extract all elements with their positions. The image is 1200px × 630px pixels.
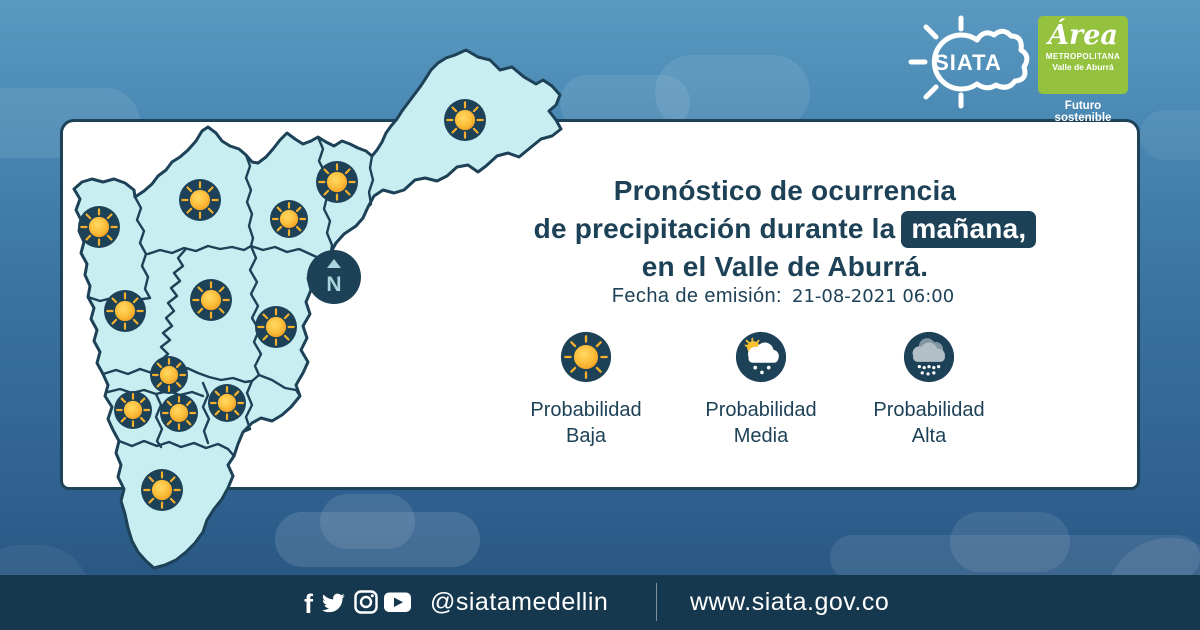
area-logo-box: Área METROPOLITANA Valle de Aburrá (1038, 16, 1128, 94)
title-line-3: en el Valle de Aburrá. (641, 251, 929, 282)
siata-logo-text: SIATA (934, 50, 1002, 75)
cloud-shape (1140, 110, 1200, 160)
cloud-shape (320, 494, 415, 549)
social-icons: f (304, 589, 411, 618)
social-handle[interactable]: @siatamedellin (430, 588, 609, 616)
twitter-icon[interactable] (322, 593, 345, 613)
area-logo-line3: Valle de Aburrá (1052, 62, 1114, 72)
legend-label: Alta (911, 425, 947, 447)
legend-label: Probabilidad (705, 399, 817, 421)
legend-label: Probabilidad (530, 399, 642, 421)
legend-item-media: Probabilidad Media (666, 330, 856, 449)
area-logo-tagline: Futuro sostenible (1054, 100, 1112, 124)
legend-item-alta: Probabilidad Alta (834, 330, 1024, 449)
instagram-icon[interactable] (354, 590, 378, 614)
emission-value: 21-08-2021 06:00 (792, 286, 955, 307)
siata-logo: SIATA (880, 10, 1040, 120)
page-title: Pronóstico de ocurrencia de precipitació… (435, 172, 1135, 286)
facebook-icon[interactable]: f (304, 589, 314, 618)
cloud-shape (655, 55, 810, 130)
youtube-icon[interactable] (384, 592, 411, 613)
cloud-shape (950, 512, 1070, 572)
title-line-1: Pronóstico de ocurrencia (613, 175, 957, 206)
area-logo-line2: METROPOLITANA (1045, 52, 1121, 61)
title-line-2-prefix: de precipitación durante la (533, 213, 896, 244)
sun-icon (560, 331, 612, 383)
cloud-shape (830, 535, 1200, 580)
website-link[interactable]: www.siata.gov.co (690, 588, 890, 616)
emission-date-row: Fecha de emisión: 21-08-2021 06:00 (433, 285, 1133, 308)
siata-cloud-icon (974, 28, 1030, 91)
area-logo-script: Área (1048, 20, 1118, 51)
footer-divider (656, 583, 657, 621)
legend-label: Baja (565, 425, 607, 447)
title-highlight-manana: mañana, (901, 211, 1037, 248)
legend-item-baja: Probabilidad Baja (491, 330, 681, 449)
rain-cloud-icon (903, 331, 955, 383)
legend-label: Probabilidad (873, 399, 985, 421)
footer-bar: f @siatamedellin www.siata.gov.co (0, 575, 1200, 630)
siata-sun-rays-icon (908, 15, 964, 109)
title-line-2: de precipitación durante la mañana, (435, 210, 1135, 248)
forecast-card: Pronóstico de ocurrencia de precipitació… (60, 119, 1140, 490)
siata-sun-circle (931, 32, 980, 92)
emission-label: Fecha de emisión: (611, 285, 782, 307)
sun-rain-icon (735, 331, 787, 383)
legend-label: Media (733, 425, 789, 447)
area-metropolitana-logo: Área METROPOLITANA Valle de Aburrá Futur… (1038, 16, 1128, 124)
